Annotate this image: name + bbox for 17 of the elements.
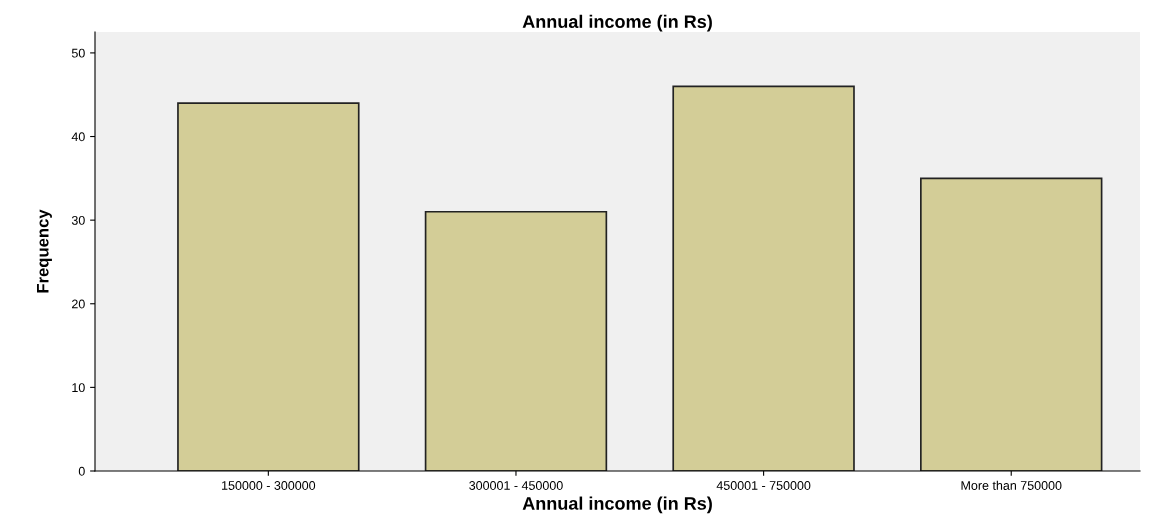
bar	[177, 102, 360, 471]
y-tick-label: 40	[71, 132, 85, 142]
y-tick-label: 50	[71, 48, 85, 58]
x-tick-label: 150000 - 300000	[222, 481, 316, 490]
y-axis-title: Frequency	[37, 209, 52, 293]
x-tick-label: 300001 - 450000	[469, 481, 563, 490]
x-axis-title: Annual income (in Rs)	[522, 496, 712, 514]
x-tick-label: 450001 - 750000	[716, 481, 811, 490]
y-tick-label: 30	[71, 215, 85, 225]
bar	[672, 85, 855, 471]
bar	[920, 177, 1103, 471]
y-tick-label: 0	[78, 466, 85, 476]
bar	[424, 210, 608, 471]
x-tick-label: More than 750000	[961, 480, 1062, 490]
y-tick-label: 20	[72, 299, 85, 309]
y-tick-label: 10	[72, 383, 85, 393]
chart-title: Annual income (in Rs)	[522, 14, 712, 32]
